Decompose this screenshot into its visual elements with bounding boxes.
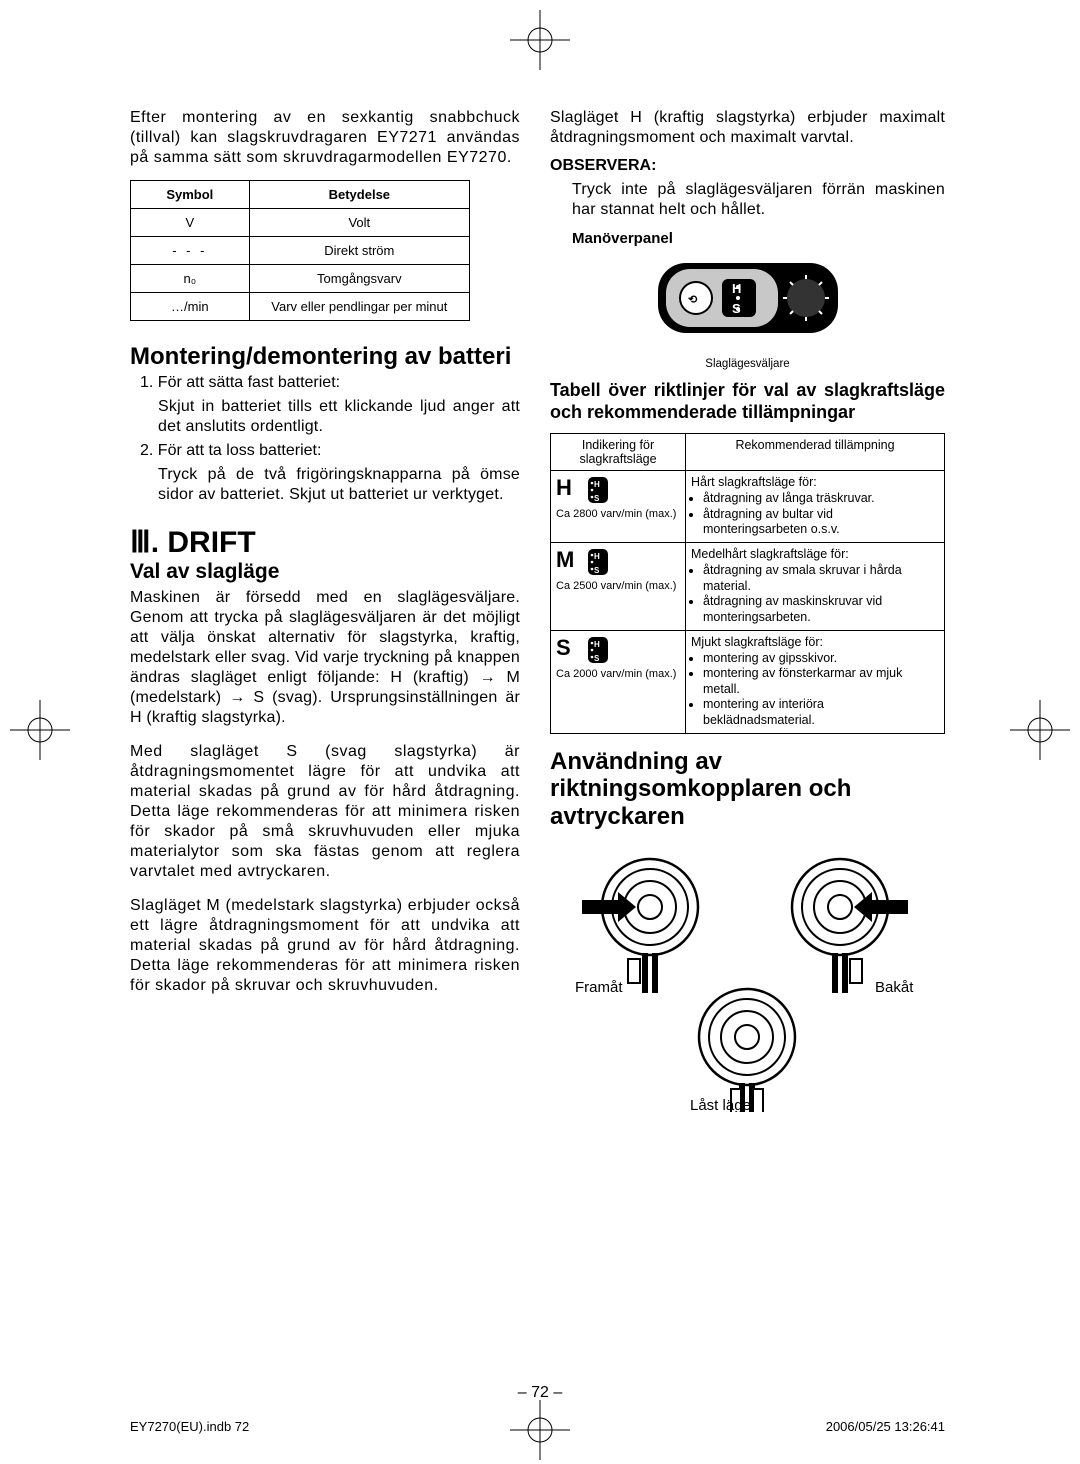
drift-word: DRIFT <box>167 526 255 559</box>
sym-r0c0: V <box>131 209 250 237</box>
crop-mark-top <box>510 10 570 70</box>
sym-r2c1: Tomgångsvarv <box>249 265 469 293</box>
svg-text:S: S <box>594 494 600 503</box>
intro-text: Efter montering av en sexkantig snabbchu… <box>130 108 520 168</box>
heading-drift: Ⅲ. DRIFT <box>130 525 520 560</box>
battery-1-body: Skjut in batteriet tills ett klickande l… <box>130 397 520 437</box>
sym-r1c1: Direkt ström <box>249 237 469 265</box>
mode-cell-S: SHSCa 2000 varv/min (max.) <box>551 630 686 733</box>
heading-direction: Användning av riktningsomkopplaren och a… <box>550 748 945 831</box>
sym-r3c1: Varv eller pendlingar per minut <box>249 293 469 321</box>
svg-text:⟲: ⟲ <box>688 294 698 306</box>
control-panel-figure: Manöverpanel ⟲ H S Slaglägesväljare <box>550 230 945 370</box>
observera-text: Tryck inte på slaglägesväljaren förrän m… <box>550 180 945 220</box>
right-top: Slagläget H (kraftig slagstyrka) erbjude… <box>550 108 945 148</box>
app-cell-S: Mjukt slagkraftsläge för:montering av gi… <box>686 630 945 733</box>
panel-sub: Slaglägesväljare <box>550 358 945 370</box>
battery-2-body: Tryck på de två frigöringsknapparna på ö… <box>130 465 520 505</box>
val-p3: Slagläget M (medelstark slagstyrka) erbj… <box>130 896 520 996</box>
mode-cell-H: HHSCa 2800 varv/min (max.) <box>551 471 686 543</box>
panel-caption: Manöverpanel <box>550 230 945 247</box>
heading-battery: Montering/demontering av batteri <box>130 343 520 371</box>
right-column: Slagläget H (kraftig slagstyrka) erbjude… <box>550 108 945 1318</box>
sym-head-1: Betydelse <box>249 181 469 209</box>
val-p1: Maskinen är försedd med en slaglägesvälj… <box>130 588 520 728</box>
control-panel-icon: ⟲ H S <box>638 251 858 351</box>
content-area: Efter montering av en sexkantig snabbchu… <box>130 108 945 1318</box>
left-column: Efter montering av en sexkantig snabbchu… <box>130 108 520 1318</box>
app-head-1: Rekommenderad tillämpning <box>686 434 945 471</box>
heading-table: Tabell över riktlinjer för val av slagkr… <box>550 380 945 423</box>
app-cell-H: Hårt slagkraftsläge för:åtdragning av lå… <box>686 471 945 543</box>
heading-val: Val av slagläge <box>130 560 520 584</box>
sym-r2c0: n₀ <box>131 265 250 293</box>
battery-2-head: 2. För att ta loss batteriet: <box>130 441 520 461</box>
sym-head-0: Symbol <box>131 181 250 209</box>
svg-text:H: H <box>594 480 600 489</box>
label-back: Bakåt <box>875 979 914 996</box>
direction-switch-figure: Framåt Bakåt Låst läge <box>550 832 945 1112</box>
label-lock: Låst läge <box>690 1097 751 1112</box>
svg-text:H: H <box>594 552 600 561</box>
app-head-0: Indikering för slagkraftsläge <box>551 434 686 471</box>
page-number: – 72 – <box>0 1384 1080 1402</box>
svg-text:S: S <box>594 566 600 575</box>
app-cell-M: Medelhårt slagkraftsläge för:åtdragning … <box>686 543 945 631</box>
battery-1-head: 1. För att sätta fast batteriet: <box>130 373 520 393</box>
application-table: Indikering för slagkraftsläge Rekommende… <box>550 433 945 734</box>
crop-mark-left <box>10 700 70 760</box>
val-p2: Med slagläget S (svag slagstyrka) är åtd… <box>130 742 520 882</box>
sym-r1c0: - - - <box>131 237 250 265</box>
footer-left: EY7270(EU).indb 72 <box>130 1419 249 1434</box>
crop-mark-right <box>1010 700 1070 760</box>
label-forward: Framåt <box>575 979 623 996</box>
svg-text:H: H <box>594 640 600 649</box>
mode-cell-M: MHSCa 2500 varv/min (max.) <box>551 543 686 631</box>
sym-r0c1: Volt <box>249 209 469 237</box>
observera-head: OBSERVERA: <box>550 156 945 176</box>
svg-text:S: S <box>594 654 600 663</box>
footer: EY7270(EU).indb 72 2006/05/25 13:26:41 <box>130 1419 945 1434</box>
symbol-table: Symbol Betydelse VVolt - - -Direkt ström… <box>130 180 470 321</box>
roman-three: Ⅲ <box>130 526 151 559</box>
footer-right: 2006/05/25 13:26:41 <box>826 1419 945 1434</box>
sym-r3c0: …/min <box>131 293 250 321</box>
